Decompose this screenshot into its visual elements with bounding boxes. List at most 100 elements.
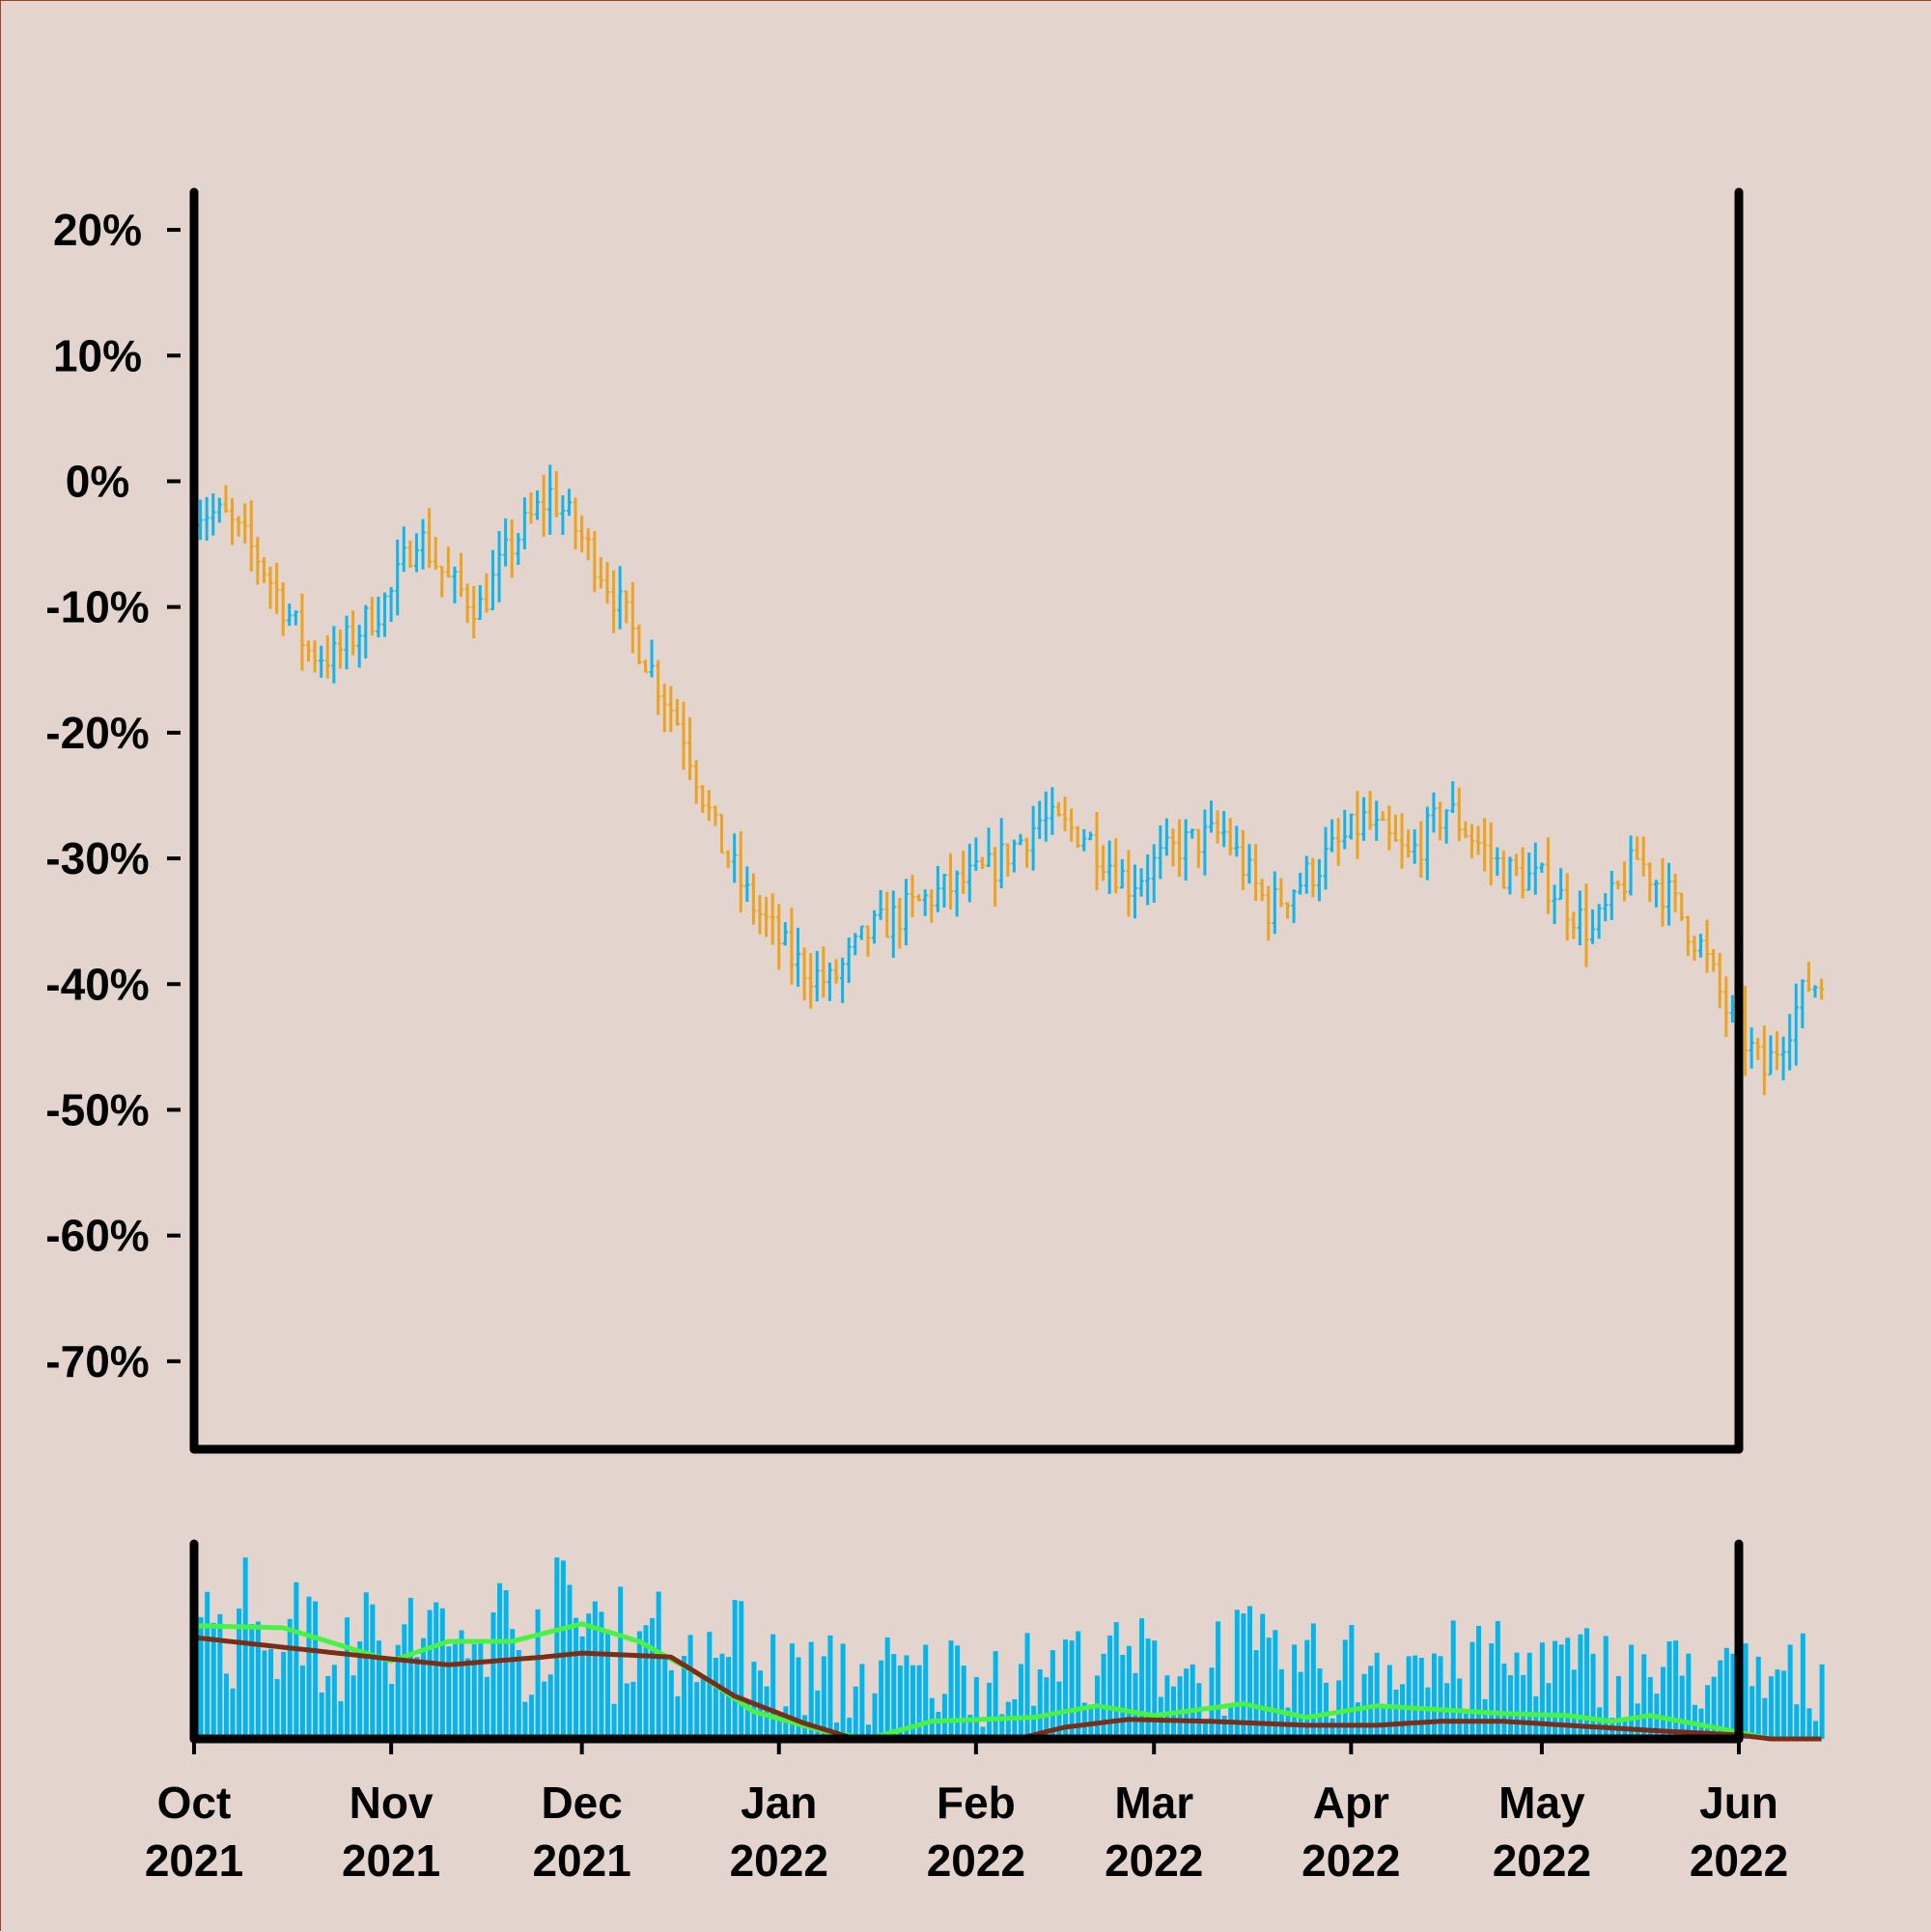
- ohlc-bar: [1424, 806, 1430, 881]
- ohlc-bar: [490, 549, 495, 610]
- ohlc-bar: [382, 592, 388, 637]
- ohlc-bar: [1195, 828, 1201, 868]
- ohlc-bar: [1431, 792, 1437, 833]
- ohlc-bar: [1482, 818, 1488, 872]
- ohlc-bar: [1438, 801, 1443, 841]
- ohlc-bar: [1291, 889, 1297, 924]
- ohlc-bar: [630, 582, 635, 654]
- ohlc-bar: [1749, 1027, 1754, 1069]
- volume-bar: [1126, 1645, 1132, 1739]
- volume-bar: [1635, 1703, 1640, 1739]
- volume-bar: [827, 1635, 833, 1739]
- volume-bar: [636, 1631, 642, 1739]
- ohlc-bar: [1812, 985, 1818, 998]
- volume-bar: [1202, 1722, 1208, 1739]
- volume-bar: [744, 1701, 750, 1739]
- volume-bar: [1393, 1689, 1399, 1739]
- ohlc-bar: [369, 597, 375, 636]
- volume-bar: [542, 1681, 547, 1739]
- ohlc-bar: [350, 610, 356, 656]
- volume-bar: [821, 1656, 826, 1739]
- ohlc-bar: [255, 537, 261, 585]
- volume-bar: [1743, 1643, 1749, 1739]
- ohlc-bar: [1532, 842, 1538, 895]
- ohlc-bar: [1177, 819, 1183, 878]
- y-tick-label: -70%: [45, 1336, 149, 1386]
- volume-bar: [268, 1648, 274, 1739]
- ohlc-bar: [1463, 821, 1469, 838]
- ohlc-bar: [477, 585, 483, 620]
- volume-bar: [891, 1654, 897, 1739]
- volume-bar: [414, 1657, 420, 1739]
- x-tick-label-month: Apr: [1313, 1778, 1389, 1828]
- ohlc-bar: [1456, 787, 1462, 842]
- volume-bar: [1813, 1721, 1819, 1739]
- ohlc-bar: [1278, 878, 1284, 908]
- x-tick-label-year: 2021: [145, 1835, 243, 1886]
- ohlc-bar: [1787, 1014, 1793, 1071]
- volume-bar: [1507, 1675, 1513, 1739]
- ohlc-bar: [1202, 809, 1208, 876]
- ohlc-bar: [1526, 853, 1532, 891]
- volume-bar: [1076, 1631, 1081, 1739]
- volume-bar: [840, 1643, 846, 1739]
- x-tick-label-month: Nov: [350, 1778, 434, 1828]
- volume-bar: [739, 1601, 744, 1739]
- volume-bar: [1177, 1676, 1183, 1739]
- ohlc-bar: [274, 562, 280, 615]
- ohlc-bar: [1367, 791, 1373, 830]
- volume-bar: [1342, 1639, 1348, 1739]
- volume-bar: [815, 1690, 821, 1739]
- ohlc-bar: [1704, 919, 1710, 973]
- ohlc-bar: [624, 590, 630, 624]
- ohlc-bar: [1552, 884, 1557, 925]
- ohlc-bar: [1406, 829, 1412, 858]
- ohlc-bar: [198, 499, 204, 541]
- ohlc-bar: [1303, 855, 1309, 894]
- volume-bar: [274, 1679, 280, 1739]
- ohlc-bar: [1621, 861, 1627, 902]
- volume-bar: [465, 1658, 471, 1739]
- ohlc-bar: [649, 639, 655, 678]
- volume-bar: [1069, 1640, 1075, 1739]
- ohlc-bar: [1768, 1035, 1774, 1076]
- ohlc-bar: [1049, 787, 1055, 835]
- volume-bar: [567, 1584, 573, 1739]
- ohlc-bar: [1240, 829, 1245, 890]
- ohlc-bar: [1246, 844, 1252, 884]
- ohlc-bar: [1183, 819, 1189, 881]
- ohlc-bar: [1310, 857, 1316, 898]
- ohlc-bar: [1113, 838, 1119, 894]
- ohlc-bar: [1030, 805, 1036, 871]
- ohlc-bar: [1075, 826, 1080, 849]
- volume-bar: [395, 1644, 401, 1739]
- volume-bar: [319, 1692, 324, 1739]
- ohlc-bar: [541, 474, 546, 537]
- ohlc-bar: [1335, 818, 1341, 866]
- volume-bar: [1794, 1704, 1800, 1739]
- volume-bar: [402, 1624, 407, 1739]
- volume-bar: [1800, 1633, 1805, 1739]
- ohlc-bar: [261, 557, 266, 583]
- volume-bar: [1787, 1644, 1793, 1739]
- volume-bar: [484, 1676, 490, 1739]
- ohlc-bar: [826, 962, 832, 1001]
- ohlc-bar: [636, 624, 642, 665]
- ohlc-bar: [1253, 844, 1259, 902]
- ohlc-bar: [452, 566, 458, 604]
- x-tick-label-year: 2021: [342, 1835, 440, 1886]
- volume-bar: [707, 1632, 713, 1739]
- ohlc-bar: [1793, 983, 1799, 1066]
- ohlc-bar: [1775, 1031, 1780, 1071]
- x-tick-label-year: 2022: [1690, 1835, 1788, 1886]
- ohlc-bar: [833, 959, 839, 984]
- volume-bar: [452, 1643, 458, 1739]
- volume-bar: [1324, 1682, 1329, 1739]
- volume-bar: [592, 1601, 598, 1739]
- volume-bar: [205, 1591, 210, 1739]
- ohlc-bar: [693, 760, 699, 804]
- ohlc-bar: [1323, 826, 1329, 890]
- volume-bar: [808, 1641, 814, 1739]
- ohlc-bar: [1743, 985, 1749, 1077]
- ohlc-bar: [1520, 847, 1525, 899]
